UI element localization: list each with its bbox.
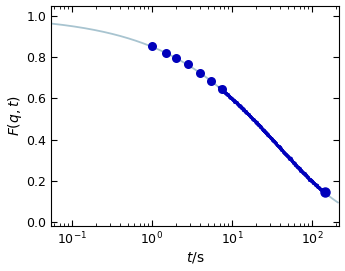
Y-axis label: $F(q, t)$: $F(q, t)$ xyxy=(6,95,23,136)
X-axis label: $t$/s: $t$/s xyxy=(186,250,205,265)
